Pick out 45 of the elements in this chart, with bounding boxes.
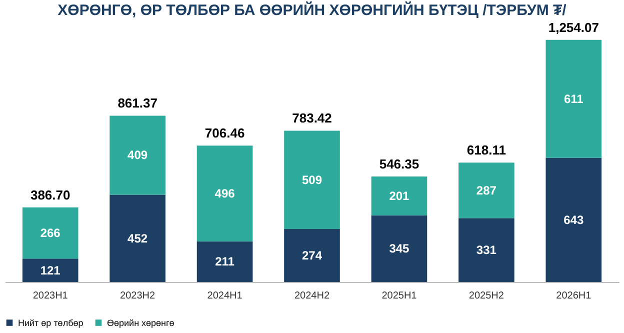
- bar: [546, 40, 602, 158]
- data-label: 409: [128, 148, 148, 162]
- bar: [458, 218, 514, 282]
- x-tick-label: 2025H1: [382, 290, 418, 302]
- bar: [458, 162, 514, 218]
- legend-label: Өөрийн хөрөнгө: [107, 318, 174, 328]
- legend-label: Нийт өр төлбөр: [18, 318, 84, 328]
- x-tick-label: 2026H1: [556, 290, 592, 302]
- data-label: 496: [214, 186, 236, 200]
- bar: [110, 194, 166, 282]
- total-label: 546.35: [379, 156, 420, 172]
- x-tick-label: 2023H2: [120, 290, 156, 302]
- total-label: 706.46: [204, 126, 245, 141]
- bar: [546, 158, 602, 282]
- x-tick-label: 2024H2: [294, 290, 330, 302]
- data-label: 266: [40, 226, 61, 240]
- chart-title: ХӨРӨНГӨ, ӨР ТӨЛБӨР БА ӨӨРИЙН ХӨРӨНГИЙН БҮТЭЦ /ТЭРБУМ ₮/: [58, 0, 568, 19]
- data-label: 121: [40, 263, 61, 278]
- bar: [371, 176, 428, 216]
- total-label: 1,254.07: [548, 20, 599, 35]
- data-label: 643: [564, 212, 584, 227]
- bar: [22, 258, 78, 282]
- total-label: 386.70: [30, 187, 70, 202]
- data-label: 331: [476, 243, 497, 258]
- bar: [196, 146, 253, 242]
- x-tick-label: 2025H2: [468, 290, 504, 302]
- bar: [284, 130, 340, 230]
- total-label: 783.42: [292, 110, 332, 126]
- bar: [196, 241, 253, 282]
- data-label: 201: [389, 188, 410, 203]
- data-label: 345: [389, 242, 410, 256]
- data-label: 509: [302, 172, 322, 187]
- bar: [284, 229, 340, 282]
- data-label: 211: [215, 254, 235, 269]
- total-label: 861.37: [118, 96, 158, 111]
- data-label: 274: [302, 248, 322, 263]
- bar: [110, 116, 166, 195]
- data-label: 287: [476, 183, 497, 198]
- bar: [22, 207, 78, 259]
- total-label: 618.11: [466, 142, 506, 158]
- x-tick-label: 2023H1: [32, 290, 68, 302]
- bar: [371, 215, 428, 282]
- data-label: 611: [564, 92, 584, 106]
- data-label: 452: [128, 231, 148, 246]
- x-tick-label: 2024H1: [207, 290, 243, 302]
